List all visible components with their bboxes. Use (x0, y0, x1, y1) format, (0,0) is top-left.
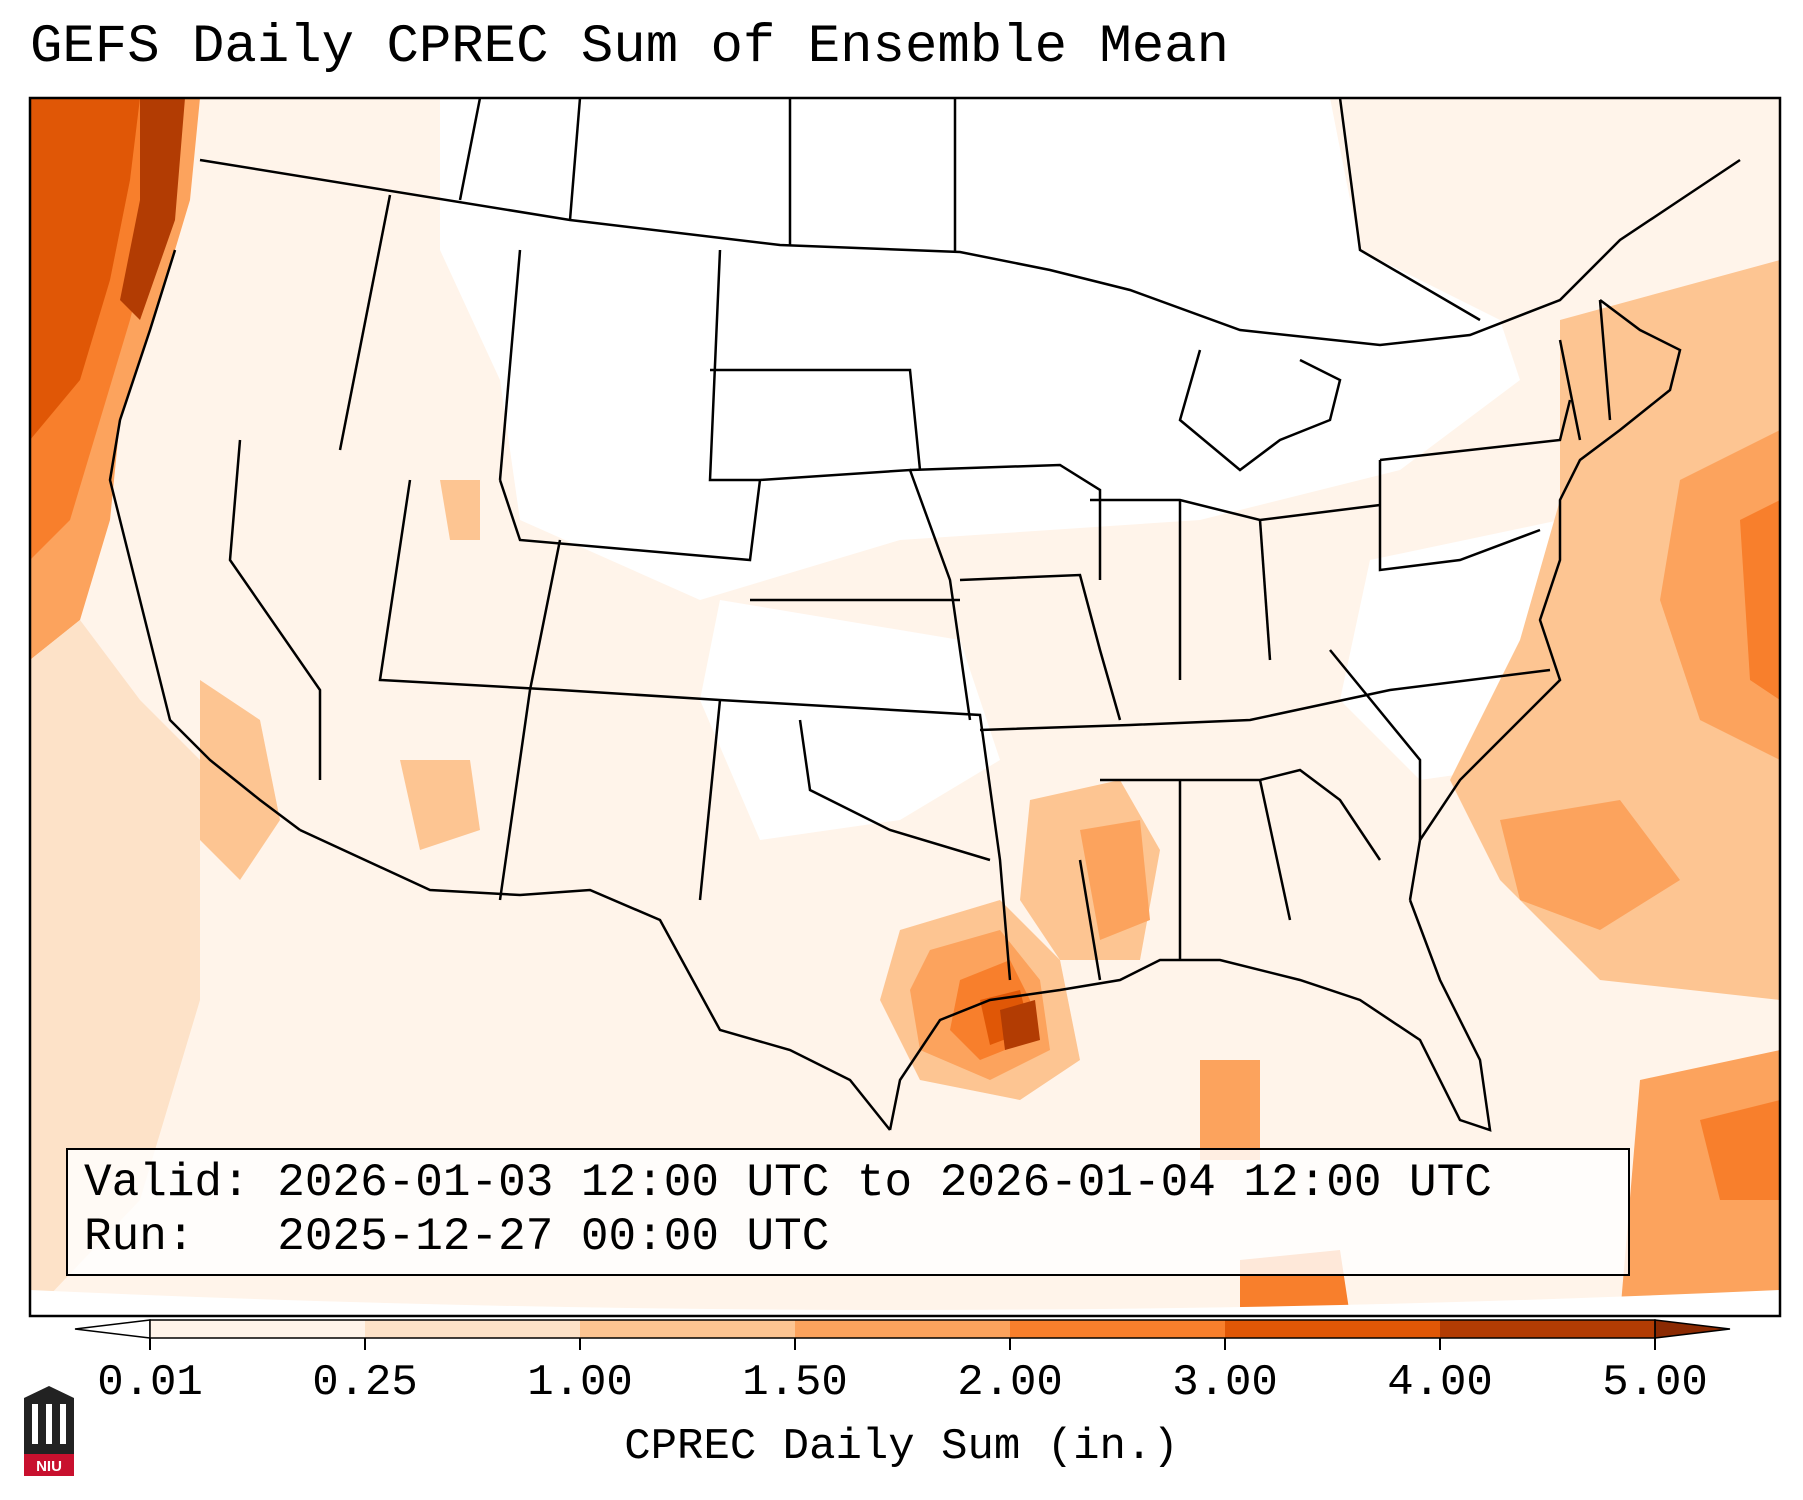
colorbar-tick-label: 1.00 (527, 1358, 633, 1408)
colorbar-segment (1225, 1320, 1440, 1338)
colorbar-tick-label: 3.00 (1172, 1358, 1278, 1408)
colorbar-segment (795, 1320, 1010, 1338)
logo-text: NIU (36, 1458, 62, 1475)
colorbar-frame (149, 1319, 1656, 1339)
map-title: GEFS Daily CPREC Sum of Ensemble Mean (30, 17, 1229, 78)
valid-label: Valid: (84, 1157, 250, 1209)
colorbar-tick-label: 4.00 (1387, 1358, 1493, 1408)
valid-value: 2026-01-03 12:00 UTC to 2026-01-04 12:00… (277, 1157, 1492, 1209)
colorbar-tick-label: 0.01 (97, 1358, 203, 1408)
precip-field (30, 98, 1780, 1316)
colorbar-segment (150, 1320, 365, 1338)
colorbar-label: CPREC Daily Sum (in.) (624, 1422, 1179, 1472)
valid-run-box: Valid: 2026-01-03 12:00 UTC to 2026-01-0… (66, 1148, 1630, 1276)
colorbar-tick-label: 1.50 (742, 1358, 848, 1408)
colorbar-segment (1440, 1320, 1655, 1338)
colorbar-extend-max (1654, 1319, 1731, 1339)
colorbar-extend-min (74, 1319, 151, 1339)
colorbar-segment (365, 1320, 580, 1338)
colorbar-tick-label: 0.25 (312, 1358, 418, 1408)
colorbar-segment (1010, 1320, 1225, 1338)
colorbar-segment (580, 1320, 795, 1338)
colorbar-tick-label: 2.00 (957, 1358, 1063, 1408)
boundaries (108, 98, 1741, 1132)
run-value: 2025-12-27 00:00 UTC (277, 1211, 830, 1263)
colorbar-tick-label: 5.00 (1602, 1358, 1708, 1408)
niu-logo: NIU (24, 1386, 74, 1476)
run-label: Run: (84, 1211, 195, 1263)
